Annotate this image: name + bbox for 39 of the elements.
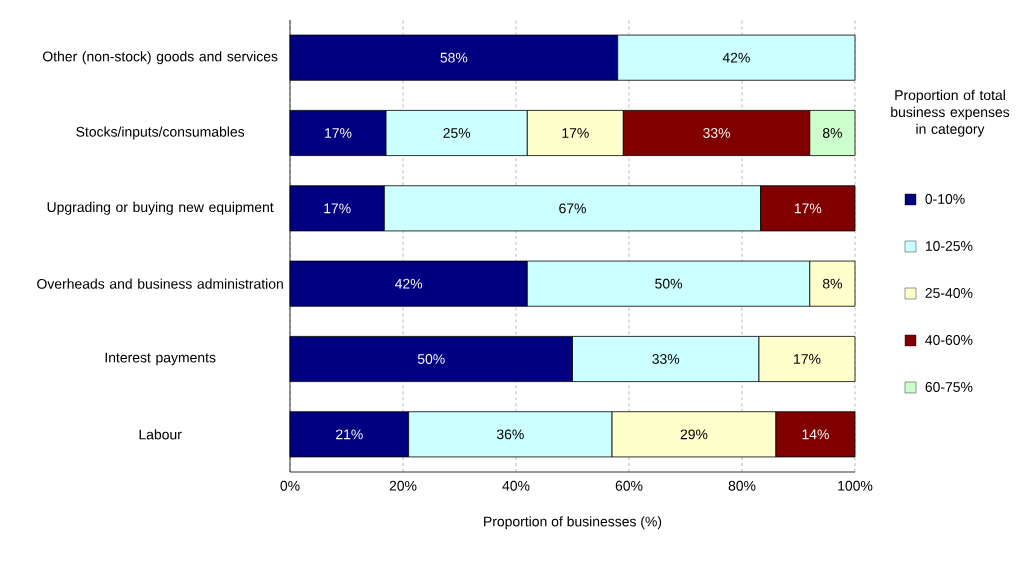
y-tick-label: Labour (139, 429, 182, 440)
y-tick-label: Other (non-stock) goods and services (42, 51, 278, 65)
x-tick-label: 20% (389, 480, 417, 491)
x-tick-label: 80% (728, 480, 756, 491)
data-label: 17% (324, 203, 351, 214)
x-tick-label: 0% (280, 480, 300, 491)
x-tick-label: 60% (615, 480, 643, 491)
x-axis-title: Proportion of businesses (%) (484, 516, 662, 530)
data-label: 17% (794, 354, 821, 364)
data-label: 21% (336, 429, 363, 440)
legend-label: 0-10% (925, 194, 965, 204)
data-label: 42% (722, 52, 750, 63)
legend-label: 60-75% (925, 382, 973, 392)
data-label: 50% (655, 278, 683, 289)
data-label: 8% (822, 278, 842, 289)
y-tick-label: Interest payments (105, 352, 216, 366)
y-tick-label: Stocks/inputs/consumables (76, 126, 245, 140)
legend-label: 25-40% (925, 288, 973, 298)
data-label: 67% (559, 203, 586, 214)
data-label: 33% (652, 354, 680, 364)
data-label: 25% (443, 128, 471, 138)
y-tick-label: Upgrading or buying new equipment (47, 201, 274, 215)
data-label: 8% (822, 128, 842, 138)
legend-label: 10-25% (925, 241, 973, 251)
legend-label: 40-60% (925, 335, 973, 345)
data-label: 29% (680, 429, 708, 440)
legend-title: Proportion of total business expenses in category (891, 89, 1010, 137)
data-label: 36% (496, 429, 524, 440)
x-tick-label: 100% (838, 480, 873, 491)
y-tick-label: Overheads and business administration (37, 278, 283, 289)
data-label: 33% (703, 128, 731, 138)
data-label: 14% (802, 429, 829, 440)
data-label: 17% (325, 128, 352, 138)
x-tick-label: 40% (502, 480, 530, 491)
data-label: 42% (395, 278, 423, 289)
data-label: 58% (440, 52, 468, 63)
data-label: 50% (417, 354, 445, 364)
data-label: 17% (794, 203, 822, 214)
data-label: 17% (562, 128, 589, 138)
